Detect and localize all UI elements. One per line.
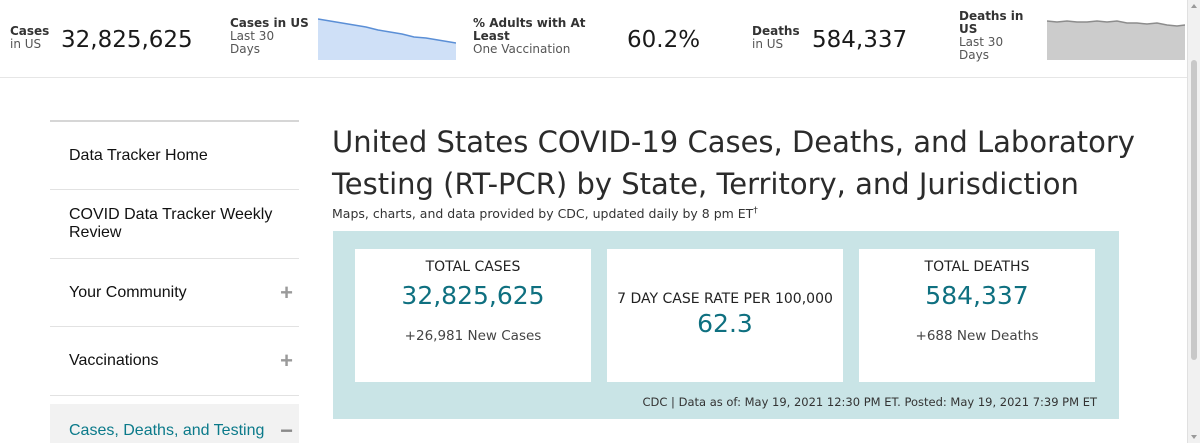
- total-cases-card: TOTAL CASES 32,825,625 +26,981 New Cases: [355, 249, 591, 382]
- card-value: 584,337: [925, 281, 1029, 310]
- scroll-thumb[interactable]: [1191, 60, 1197, 360]
- cases-label: Cases in US: [10, 24, 50, 51]
- sidebar-item-label: Cases, Deaths, and Testing: [69, 422, 265, 439]
- sidebar-item-vaccinations[interactable]: Vaccinations +: [50, 327, 299, 396]
- footnote-mark[interactable]: †: [753, 206, 758, 216]
- scroll-down-icon[interactable]: [1191, 435, 1197, 439]
- sidebar-item-data-tracker-home[interactable]: Data Tracker Home: [50, 122, 299, 190]
- deaths-sparkline: [1047, 20, 1185, 60]
- card-title: TOTAL DEATHS: [924, 259, 1030, 275]
- scroll-up-icon[interactable]: [1191, 4, 1197, 8]
- deaths-label: Deaths in US: [752, 24, 800, 51]
- page-title: United States COVID-19 Cases, Deaths, an…: [332, 125, 1135, 201]
- vaccination-label: % Adults with At Least One Vaccination: [473, 16, 586, 56]
- card-subtext: +688 New Deaths: [915, 328, 1039, 344]
- sidebar-item-cases-deaths-testing[interactable]: Cases, Deaths, and Testing −: [50, 404, 299, 443]
- expand-plus-icon[interactable]: +: [280, 348, 293, 373]
- case-rate-card: 7 DAY CASE RATE PER 100,000 62.3: [607, 249, 843, 382]
- total-deaths-card: TOTAL DEATHS 584,337 +688 New Deaths: [859, 249, 1095, 382]
- deaths-value: 584,337: [812, 27, 908, 53]
- sidebar-item-your-community[interactable]: Your Community +: [50, 259, 299, 327]
- sidebar-nav: Data Tracker Home COVID Data Tracker Wee…: [50, 120, 299, 443]
- cases-sparkline: [318, 18, 456, 60]
- sidebar-item-label: Data Tracker Home: [69, 146, 208, 164]
- sidebar-item-weekly-review[interactable]: COVID Data Tracker Weekly Review: [50, 190, 299, 259]
- data-source-note: CDC | Data as of: May 19, 2021 12:30 PM …: [642, 395, 1097, 409]
- stats-bar: Cases in US 32,825,625 Cases in US Last …: [0, 0, 1187, 78]
- card-title: TOTAL CASES: [425, 259, 521, 275]
- expand-plus-icon[interactable]: +: [280, 279, 293, 305]
- cases-value: 32,825,625: [61, 27, 193, 53]
- collapse-minus-icon[interactable]: −: [280, 418, 293, 443]
- cases-30-label: Cases in US Last 30 Days: [230, 16, 309, 56]
- card-subtext: +26,981 New Cases: [404, 328, 542, 344]
- summary-panel: TOTAL CASES 32,825,625 +26,981 New Cases…: [333, 231, 1119, 419]
- sidebar-item-label: COVID Data Tracker Weekly Review: [69, 206, 273, 241]
- deaths-30-label: Deaths in US Last 30 Days: [959, 9, 1024, 62]
- vaccination-value: 60.2%: [627, 27, 701, 53]
- page-subtitle: Maps, charts, and data provided by CDC, …: [332, 206, 758, 222]
- card-value: 62.3: [697, 309, 753, 338]
- page-scrollbar[interactable]: [1187, 0, 1200, 443]
- sidebar-item-label: Your Community: [69, 283, 187, 301]
- card-title: 7 DAY CASE RATE PER 100,000: [617, 291, 833, 307]
- card-value: 32,825,625: [401, 281, 545, 310]
- sidebar-item-label: Vaccinations: [69, 352, 159, 369]
